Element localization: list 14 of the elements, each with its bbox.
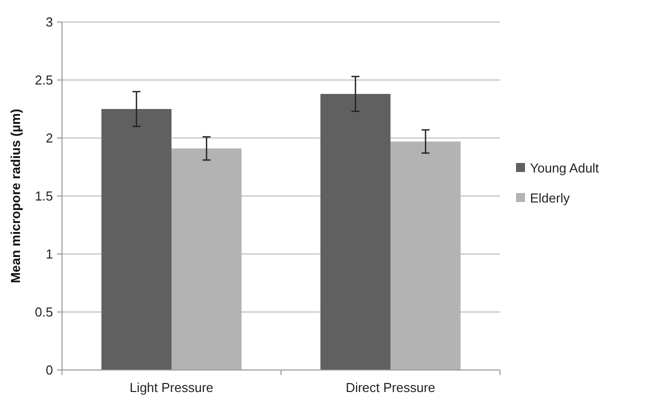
bar bbox=[320, 94, 390, 370]
y-tick-label: 2 bbox=[46, 130, 53, 146]
bar bbox=[101, 109, 172, 370]
y-tick-label: 0 bbox=[46, 362, 53, 378]
legend-label: Elderly bbox=[530, 190, 570, 206]
y-tick-label: 1 bbox=[46, 246, 53, 262]
y-tick-label: 2.5 bbox=[34, 72, 53, 88]
legend-label: Young Adult bbox=[530, 160, 600, 176]
y-tick-label: 0.5 bbox=[34, 304, 53, 320]
x-tick-label: Light Pressure bbox=[130, 380, 214, 395]
x-tick-label: Direct Pressure bbox=[346, 380, 436, 395]
y-tick-label: 3 bbox=[46, 14, 53, 30]
y-tick-label: 1.5 bbox=[34, 188, 53, 204]
y-axis-title: Mean micropore radius (µm) bbox=[8, 108, 23, 284]
